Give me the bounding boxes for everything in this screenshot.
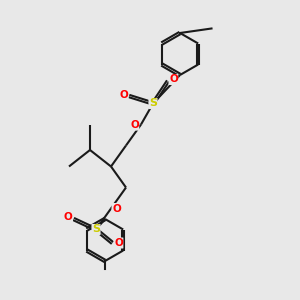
Text: S: S [149,98,157,109]
Text: O: O [112,203,121,214]
Text: O: O [114,238,123,248]
Text: O: O [64,212,73,223]
Text: S: S [92,224,100,235]
Text: O: O [130,120,139,130]
Text: O: O [119,89,128,100]
Text: O: O [169,74,178,85]
